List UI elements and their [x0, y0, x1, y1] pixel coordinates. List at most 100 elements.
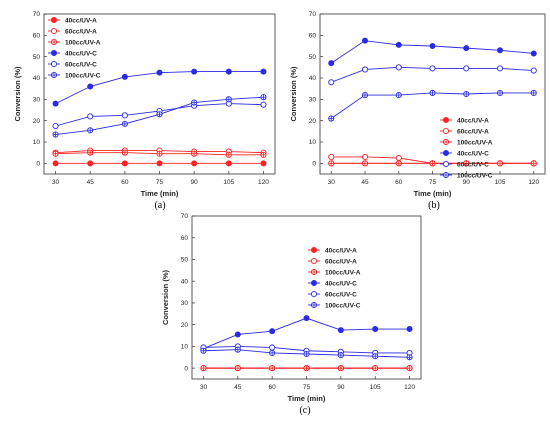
series-line	[203, 317, 410, 349]
data-point	[406, 365, 413, 372]
y-tick-label: 40	[33, 75, 41, 82]
legend-item: 60cc/UV-A	[440, 127, 489, 135]
data-point	[496, 160, 504, 167]
y-axis-title: Conversion (%)	[13, 66, 22, 122]
legend-marker-ring	[310, 290, 318, 298]
data-point	[121, 149, 128, 156]
y-tick-label: 0	[184, 365, 188, 372]
data-point	[260, 68, 267, 75]
data-point-dot	[395, 41, 402, 48]
x-tick-label: 90	[463, 179, 471, 186]
legend-label: 100cc/UV-C	[325, 302, 361, 309]
legend-item: 40cc/UV-A	[48, 16, 97, 24]
data-point-dot	[260, 68, 267, 75]
legend-marker	[50, 27, 58, 35]
data-point	[260, 160, 267, 167]
data-point	[328, 60, 335, 67]
legend-marker	[51, 50, 58, 57]
data-point	[328, 115, 335, 122]
data-point	[406, 326, 413, 333]
data-point	[429, 89, 436, 96]
legend-marker	[310, 290, 318, 298]
data-point	[269, 344, 276, 351]
legend-label: 40cc/UV-C	[65, 50, 97, 57]
data-point-ring	[496, 65, 504, 72]
legend-marker	[310, 246, 317, 253]
data-point	[395, 92, 402, 99]
data-point	[234, 346, 241, 353]
legend-item: 100cc/UV-A	[308, 268, 361, 276]
data-point	[337, 352, 344, 359]
series-100cc-uv-a	[52, 149, 267, 158]
legend-label: 60cc/UV-C	[325, 291, 357, 298]
data-point	[429, 65, 436, 72]
data-point	[361, 153, 369, 160]
data-point	[337, 365, 344, 372]
y-tick-label: 60	[309, 33, 317, 40]
data-point	[530, 89, 537, 96]
data-point	[200, 365, 207, 372]
data-point	[269, 349, 276, 356]
data-point	[87, 83, 94, 90]
data-point	[87, 113, 94, 120]
legend-label: 40cc/UV-A	[457, 117, 489, 124]
x-tick-label: 75	[303, 384, 311, 391]
data-point-ring	[463, 65, 470, 72]
x-tick-label: 30	[328, 179, 336, 186]
y-tick-label: 10	[181, 344, 189, 351]
data-point	[395, 160, 402, 167]
legend-label: 40cc/UV-C	[325, 280, 357, 287]
data-point	[260, 94, 267, 101]
data-point	[361, 92, 369, 99]
data-point-ring	[328, 79, 335, 86]
data-point-ring	[269, 344, 276, 351]
data-point	[87, 149, 94, 156]
legend-item: 100cc/UV-C	[308, 301, 361, 309]
series-40cc-uv-c	[200, 315, 413, 352]
data-point	[121, 160, 128, 167]
y-tick-label: 30	[181, 300, 189, 307]
legend-item: 40cc/UV-C	[48, 50, 97, 57]
legend-marker-ring	[50, 60, 58, 68]
data-point	[156, 69, 163, 76]
y-tick-label: 20	[309, 118, 317, 125]
data-point	[328, 160, 335, 167]
y-tick-label: 50	[33, 54, 41, 61]
data-point-dot	[121, 73, 128, 80]
series-100cc-uv-c	[52, 94, 267, 138]
legend-item: 100cc/UV-C	[48, 71, 101, 79]
data-point-dot	[87, 160, 94, 167]
y-tick-label: 50	[181, 257, 189, 264]
y-tick-label: 10	[33, 139, 41, 146]
data-point-dot	[225, 68, 232, 75]
data-point	[530, 160, 537, 167]
series-line	[330, 92, 534, 119]
legend-label: 40cc/UV-A	[325, 247, 357, 254]
x-tick-label: 75	[429, 179, 437, 186]
legend-marker	[310, 279, 317, 286]
data-point-ring	[87, 113, 94, 120]
x-tick-label: 75	[156, 179, 164, 186]
data-point	[225, 151, 232, 158]
data-point-dot	[337, 327, 344, 334]
data-point	[395, 64, 402, 71]
y-tick-label: 70	[33, 11, 41, 18]
y-tick-label: 0	[36, 161, 40, 168]
legend-item: 100cc/UV-A	[48, 38, 101, 46]
legend-marker-dot	[51, 16, 58, 23]
legend-item: 60cc/UV-A	[48, 27, 97, 35]
data-point-dot	[328, 60, 335, 67]
data-point-dot	[372, 326, 379, 333]
data-point	[225, 160, 232, 167]
data-point-dot	[52, 100, 59, 107]
y-tick-label: 10	[309, 139, 317, 146]
x-tick-label: 105	[495, 179, 506, 186]
data-point	[496, 89, 504, 96]
series-100cc-uv-c	[328, 89, 537, 122]
legend-label: 40cc/UV-A	[65, 17, 97, 24]
data-point	[496, 47, 503, 54]
data-point-dot	[225, 160, 232, 167]
series-100cc-uv-c	[200, 346, 413, 361]
legend-item: 40cc/UV-A	[308, 246, 357, 254]
legend-item: 100cc/UV-A	[440, 138, 493, 146]
